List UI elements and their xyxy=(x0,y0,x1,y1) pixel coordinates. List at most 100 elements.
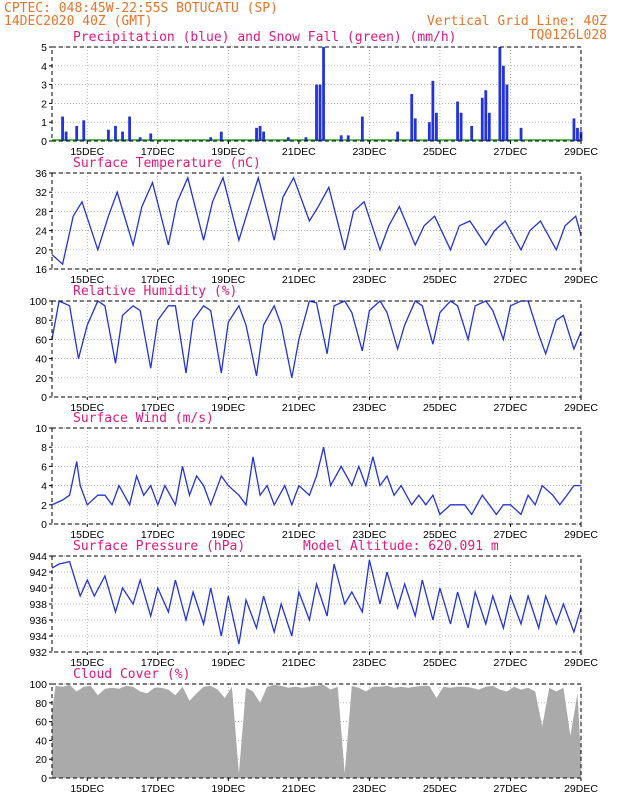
pressure-xtick-label: 17DEC xyxy=(141,657,175,669)
rh-ytick-label: 80 xyxy=(35,315,47,327)
cloud-xtick-label: 17DEC xyxy=(141,783,175,795)
precip-title: Precipitation (blue) and Snow Fall (gree… xyxy=(73,30,457,45)
precip-bar xyxy=(487,112,491,141)
wind-xtick-label: 17DEC xyxy=(141,529,175,541)
rh-ytick-label: 100 xyxy=(29,296,47,308)
cloud-xtick-label: 15DEC xyxy=(70,783,104,795)
precip-ytick-label: 3 xyxy=(41,80,47,92)
pressure-xtick-label: 15DEC xyxy=(70,657,104,669)
temp-xtick-label: 27DEC xyxy=(494,274,528,286)
cloud-title: Cloud Cover (%) xyxy=(73,667,190,682)
wind-ytick-label: 6 xyxy=(41,461,47,473)
precip-bar xyxy=(82,120,86,141)
precip-xtick-label: 15DEC xyxy=(70,146,104,158)
precip-bar xyxy=(346,135,350,141)
rh-xtick-label: 19DEC xyxy=(211,402,245,414)
precip-xtick-label: 29DEC xyxy=(564,146,598,158)
temp-xtick-label: 17DEC xyxy=(141,274,175,286)
temp-xtick-label: 25DEC xyxy=(423,274,457,286)
pressure-xtick-label: 23DEC xyxy=(352,657,386,669)
rh-xtick-label: 23DEC xyxy=(352,402,386,414)
temp-ytick-label: 32 xyxy=(35,187,47,199)
cloud-ytick-label: 40 xyxy=(35,735,47,747)
temp-ytick-label: 28 xyxy=(35,206,47,218)
wind-ytick-label: 10 xyxy=(35,423,47,435)
wind-xtick-label: 23DEC xyxy=(352,529,386,541)
precip-bar xyxy=(315,84,318,141)
cloud-panel: 0 20 40 60 80 100 15DEC 17DEC 19DEC 21DEC 23DEC 25D… xyxy=(29,667,598,795)
rh-ytick-label: 0 xyxy=(41,392,47,404)
header-grid-note: Vertical Grid Line: 40Z xyxy=(427,14,607,29)
header-model-id: TQ0126L028 xyxy=(529,28,607,43)
precip-bar xyxy=(576,127,579,141)
wind-xtick-label: 21DEC xyxy=(282,529,316,541)
rh-ytick-label: 40 xyxy=(35,354,47,366)
cloud-xtick-label: 21DEC xyxy=(282,783,316,795)
precip-ytick-label: 1 xyxy=(41,117,47,129)
precip-ytick-label: 5 xyxy=(41,42,47,54)
wind-ytick-label: 2 xyxy=(41,500,47,512)
pressure-ytick-label: 934 xyxy=(29,631,47,643)
precip-bar xyxy=(427,122,431,141)
rh-xtick-label: 25DEC xyxy=(423,402,457,414)
precip-bar xyxy=(339,135,343,141)
precip-bar xyxy=(360,116,364,141)
precip-xtick-label: 17DEC xyxy=(141,146,175,158)
precip-bar xyxy=(322,47,325,141)
precip-bar xyxy=(75,125,79,141)
precip-bar xyxy=(410,94,414,141)
precip-bar xyxy=(470,125,474,141)
rh-panel: 0 20 40 60 80 100 15DEC 17DEC 19DEC 21DEC 23DEC 25D… xyxy=(29,284,598,414)
wind-frame xyxy=(51,427,582,525)
pressure-frame xyxy=(51,555,582,653)
pressure-xtick-label: 27DEC xyxy=(494,657,528,669)
rh-ytick-label: 60 xyxy=(35,334,47,346)
panels: 0 1 2 3 4 5 15DEC 17DEC 19DEC 21DEC 23DEC 25DEC 27DE… xyxy=(29,30,598,795)
precip-bar xyxy=(114,125,117,141)
precip-bar xyxy=(435,112,438,141)
wind-line xyxy=(51,447,581,516)
pressure-xtick-label: 29DEC xyxy=(564,657,598,669)
precip-bar xyxy=(262,131,265,141)
precip-bar xyxy=(480,97,484,141)
temp-title: Surface Temperature (nC) xyxy=(73,156,261,171)
cloud-xtick-label: 25DEC xyxy=(423,783,457,795)
pressure-xtick-label: 19DEC xyxy=(211,657,245,669)
wind-xtick-label: 27DEC xyxy=(494,529,528,541)
pressure-panel: 932 934 936 938 940 942 944 15DEC 17DEC 19DEC 21DE… xyxy=(29,539,598,669)
temp-ytick-label: 24 xyxy=(35,226,47,238)
pressure-ytick-label: 932 xyxy=(29,647,47,659)
precip-bar xyxy=(304,137,308,141)
header-run-date: 14DEC2020 40Z (GMT) xyxy=(4,14,153,29)
temp-xtick-label: 21DEC xyxy=(282,274,316,286)
precip-bar xyxy=(258,125,262,141)
pressure-ytick-label: 938 xyxy=(29,599,47,611)
precip-ytick-label: 2 xyxy=(41,98,47,110)
cloud-frame xyxy=(51,683,582,779)
rh-line xyxy=(51,299,582,378)
wind-xtick-label: 25DEC xyxy=(423,529,457,541)
precip-bar xyxy=(456,101,459,141)
rh-ytick-label: 20 xyxy=(35,373,47,385)
precip-bar xyxy=(61,116,64,141)
temp-xtick-label: 15DEC xyxy=(70,274,104,286)
pressure-ytick-label: 942 xyxy=(29,567,47,579)
cloud-ytick-label: 100 xyxy=(29,679,47,691)
temp-ytick-label: 36 xyxy=(35,168,47,180)
cloud-ytick-label: 80 xyxy=(35,698,47,710)
temp-ytick-label: 20 xyxy=(35,245,47,257)
precip-xtick-label: 27DEC xyxy=(494,146,528,158)
pressure-ytick-label: 940 xyxy=(29,583,47,595)
wind-xtick-label: 15DEC xyxy=(70,529,104,541)
precip-bar xyxy=(519,127,523,141)
wind-title: Surface Wind (m/s) xyxy=(73,411,214,426)
wind-xtick-label: 19DEC xyxy=(211,529,245,541)
precip-bar xyxy=(128,116,131,141)
precip-bar xyxy=(149,133,153,141)
cloud-cover-area xyxy=(52,684,581,778)
header-location: CPTEC: 048:45W-22:55S BOTUCATU (SP) xyxy=(4,1,278,16)
rh-frame xyxy=(51,300,582,398)
rh-xtick-label: 21DEC xyxy=(282,402,316,414)
cloud-xtick-label: 23DEC xyxy=(352,783,386,795)
